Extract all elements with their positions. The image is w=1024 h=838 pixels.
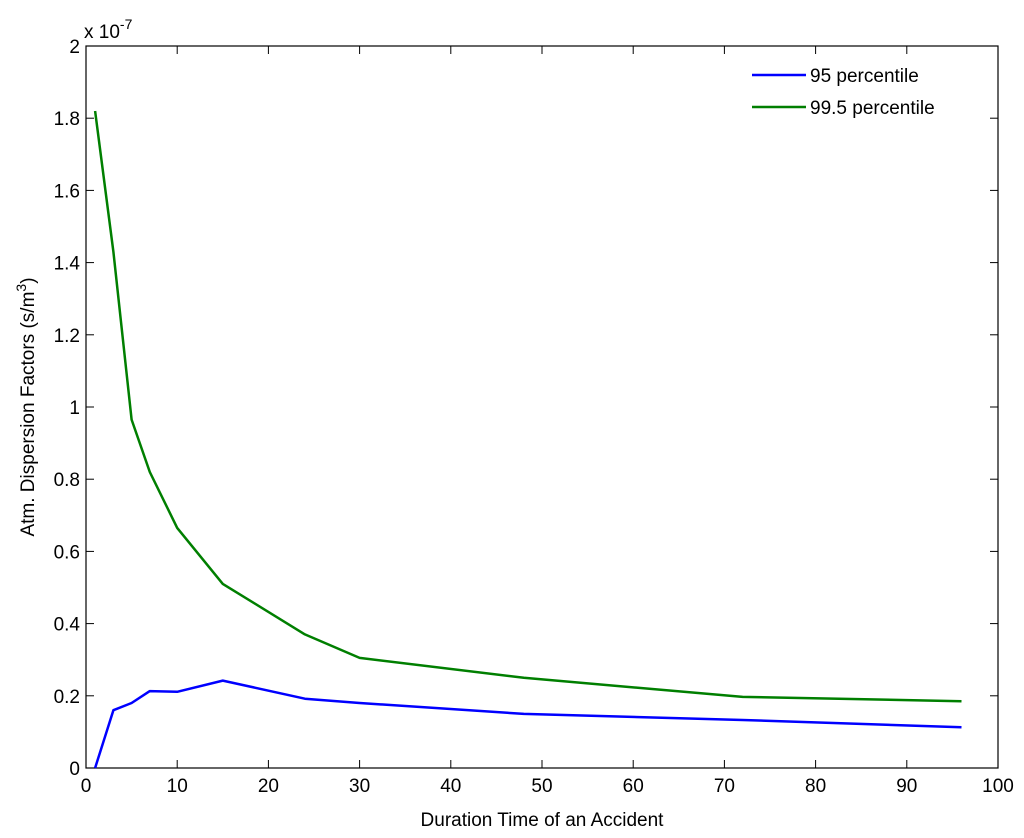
x-tick-label: 90	[896, 776, 917, 797]
x-tick-label: 0	[81, 776, 92, 797]
y-axis-title-superscript: 3	[13, 284, 29, 292]
legend-label-99-5-percentile: 99.5 percentile	[810, 98, 935, 119]
x-axis-title: Duration Time of an Accident	[421, 810, 665, 831]
legend-label-95-percentile: 95 percentile	[810, 66, 919, 87]
axis-tick-labels: 0 10 20 30 40 50 60 70 80 90 100 0 0.2 0.4 0.6 0.8 1 1.2 1…	[54, 37, 1014, 797]
x-tick-label: 30	[349, 776, 370, 797]
x-tick-label: 10	[167, 776, 188, 797]
plot-area	[85, 45, 999, 769]
y-tick-label: 1.8	[54, 109, 80, 130]
y-multiplier-exponent: -7	[120, 16, 133, 32]
x-tick-label: 80	[805, 776, 826, 797]
series-line-99-5-percentile	[93, 110, 962, 703]
y-multiplier-base: x 10	[84, 22, 120, 43]
x-tick-label: 60	[623, 776, 644, 797]
series-group	[93, 110, 962, 769]
axis-ticks	[85, 45, 999, 769]
y-tick-label: 2	[69, 37, 80, 58]
y-tick-label: 0.6	[54, 542, 80, 563]
y-tick-label: 0.4	[54, 615, 81, 636]
y-axis-title-suffix: )	[18, 277, 39, 283]
x-tick-label: 100	[982, 776, 1014, 797]
y-tick-label: 1.4	[54, 254, 81, 275]
y-tick-label: 0.8	[54, 470, 80, 491]
legend: 95 percentile 99.5 percentile	[752, 66, 935, 119]
y-axis-title-main: Atm. Dispersion Factors (s/m	[18, 292, 39, 537]
x-tick-label: 50	[531, 776, 552, 797]
x-tick-label: 40	[440, 776, 461, 797]
y-axis-title: Atm. Dispersion Factors (s/m3)	[13, 277, 39, 536]
y-tick-label: 0	[69, 759, 80, 780]
y-tick-label: 0.2	[54, 687, 80, 708]
series-line-95-percentile	[93, 679, 962, 769]
y-multiplier: x 10-7	[84, 16, 133, 43]
y-tick-label: 1.6	[54, 181, 80, 202]
y-tick-label: 1.2	[54, 326, 80, 347]
x-tick-label: 20	[258, 776, 279, 797]
x-tick-label: 70	[714, 776, 735, 797]
y-tick-label: 1	[69, 398, 80, 419]
